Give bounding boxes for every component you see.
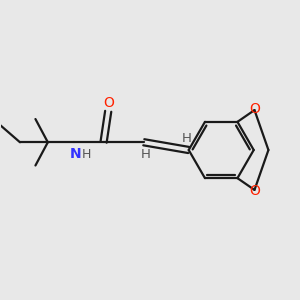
Text: N: N (70, 147, 82, 161)
Text: H: H (140, 148, 150, 160)
Text: O: O (250, 103, 260, 116)
Text: H: H (82, 148, 91, 160)
Text: H: H (182, 132, 192, 145)
Text: O: O (250, 184, 260, 197)
Text: O: O (103, 96, 114, 110)
